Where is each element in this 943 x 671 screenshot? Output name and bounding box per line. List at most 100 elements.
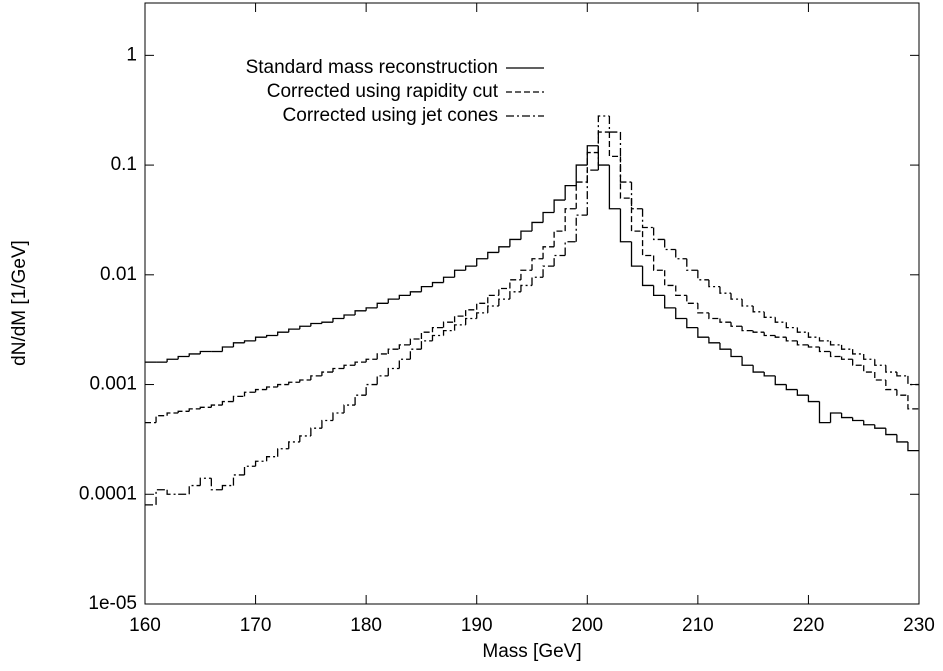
histogram-step [564, 241, 577, 256]
histogram-step [188, 484, 201, 495]
histogram-step [498, 298, 510, 306]
histogram-step [409, 338, 422, 345]
histogram-step [807, 344, 820, 348]
histogram-step [476, 302, 488, 310]
histogram-step [321, 419, 333, 429]
histogram-step [277, 448, 289, 457]
histogram-step [818, 346, 831, 353]
histogram-step [365, 358, 378, 363]
histogram-step [774, 335, 787, 338]
histogram-step [243, 391, 256, 397]
histogram-step [774, 317, 787, 323]
histogram-step [896, 389, 908, 396]
histogram-step [697, 270, 709, 281]
histogram-step [465, 265, 477, 271]
histogram-step [664, 295, 676, 309]
y-tick-label: 0.0001 [79, 483, 137, 504]
histogram-step [210, 404, 223, 408]
histogram-step [509, 238, 521, 247]
histogram-step [243, 465, 256, 475]
histogram-step [453, 269, 466, 278]
histogram-step [299, 325, 311, 330]
legend-label: Corrected using rapidity cut [267, 81, 499, 102]
histogram-step [708, 312, 720, 320]
histogram-step [398, 294, 411, 300]
histogram-step [166, 489, 179, 495]
histogram-step [630, 182, 643, 210]
histogram-step [420, 286, 433, 292]
histogram-step [520, 284, 532, 292]
histogram-step [343, 364, 356, 369]
histogram-step [254, 388, 267, 393]
histogram-step [354, 361, 367, 366]
histogram-step [299, 379, 311, 383]
histogram-step [254, 460, 267, 467]
histogram-step [575, 214, 588, 242]
histogram-step [796, 327, 809, 333]
histogram-step [608, 165, 621, 210]
histogram-step [586, 145, 599, 166]
histogram-step [630, 198, 643, 232]
histogram-step [852, 359, 864, 366]
histogram-step [365, 307, 378, 311]
histogram-step [465, 309, 477, 317]
y-tick-label: 0.1 [111, 154, 137, 175]
histogram-step [641, 231, 654, 257]
histogram-step [763, 311, 776, 318]
histogram-step [232, 342, 245, 347]
y-tick-label: 0.01 [100, 264, 137, 285]
histogram-step [420, 331, 433, 340]
histogram-step [619, 156, 632, 199]
histogram-step [608, 132, 621, 158]
x-tick-label: 170 [240, 615, 272, 636]
histogram-step [243, 340, 256, 343]
histogram-step [619, 208, 632, 243]
x-tick-label: 180 [350, 615, 382, 636]
x-tick-label: 160 [129, 615, 161, 636]
legend-label: Standard mass reconstruction [246, 57, 498, 78]
histogram-step [586, 151, 599, 183]
histogram-step [652, 285, 665, 296]
histogram-step [387, 367, 400, 376]
histogram-step [796, 389, 809, 396]
histogram-step [796, 340, 809, 346]
histogram-step [531, 276, 544, 286]
histogram-step [730, 322, 743, 327]
histogram-step [575, 164, 588, 186]
histogram-step [299, 435, 311, 442]
histogram-step [608, 116, 621, 133]
histogram-step [630, 241, 643, 267]
histogram-step [719, 318, 732, 323]
histogram-step [741, 299, 754, 307]
histogram-step [885, 428, 897, 436]
histogram-step [752, 305, 765, 313]
histogram-step [453, 324, 466, 331]
histogram-step [542, 265, 555, 278]
histogram-step [785, 337, 798, 342]
plot-frame [144, 2, 920, 605]
histogram-step [829, 412, 842, 423]
histogram-step [531, 221, 544, 232]
histogram-step [310, 427, 322, 436]
histogram-step [752, 365, 765, 373]
histogram-step [376, 353, 389, 360]
histogram-step [840, 413, 853, 419]
histogram-step [332, 317, 345, 323]
histogram-step [387, 298, 400, 304]
histogram-step [564, 184, 577, 201]
histogram-step [520, 230, 532, 240]
histogram-step [874, 359, 886, 366]
histogram-step [741, 356, 754, 366]
legend-label: Corrected using jet cones [283, 105, 498, 126]
histogram-step [177, 410, 190, 414]
histogram-step [686, 258, 698, 271]
histogram-step [442, 276, 455, 283]
histogram-step [354, 394, 367, 406]
histogram-step [675, 285, 687, 296]
histogram-step [719, 342, 732, 350]
histogram-step [641, 208, 654, 229]
x-tick-label: 200 [571, 615, 603, 636]
histogram-step [774, 375, 787, 386]
histogram-step [829, 351, 842, 358]
histogram-step [254, 336, 267, 341]
